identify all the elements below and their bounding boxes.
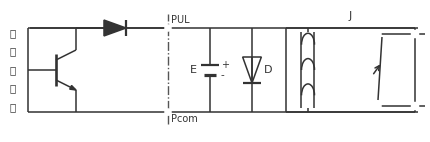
Circle shape bbox=[375, 103, 381, 109]
Text: 内: 内 bbox=[10, 83, 16, 93]
Circle shape bbox=[412, 31, 418, 37]
Text: J: J bbox=[349, 11, 352, 21]
Text: 部: 部 bbox=[10, 102, 16, 112]
Polygon shape bbox=[104, 20, 126, 36]
Text: PUL: PUL bbox=[171, 15, 190, 25]
Circle shape bbox=[165, 109, 171, 115]
Polygon shape bbox=[70, 85, 76, 90]
Circle shape bbox=[412, 103, 418, 109]
Text: Pcom: Pcom bbox=[171, 114, 198, 124]
Circle shape bbox=[165, 25, 171, 31]
Circle shape bbox=[375, 31, 381, 37]
Text: -: - bbox=[221, 70, 225, 80]
Text: +: + bbox=[221, 60, 229, 70]
Text: 换: 换 bbox=[10, 46, 16, 57]
Text: 器: 器 bbox=[10, 65, 16, 75]
Text: D: D bbox=[264, 65, 273, 75]
Text: 转: 转 bbox=[10, 28, 16, 38]
Text: E: E bbox=[190, 65, 197, 75]
